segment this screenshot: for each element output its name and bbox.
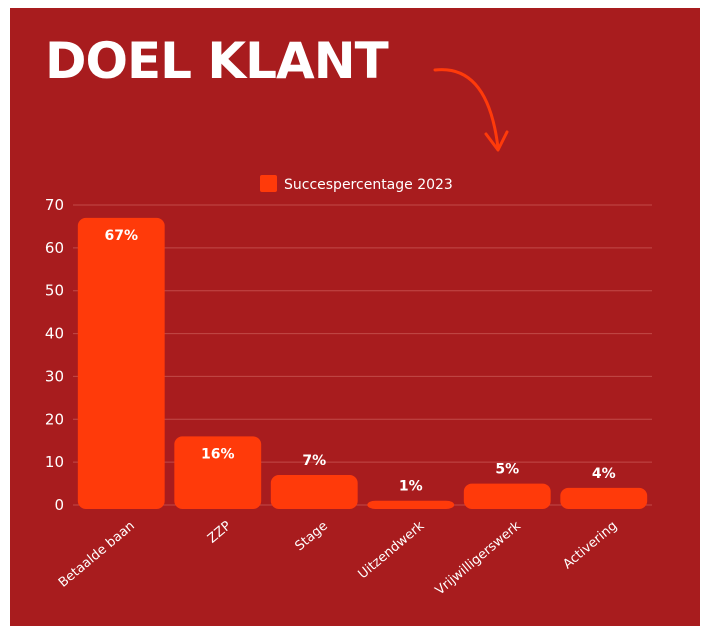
data-label: 7% [302, 453, 326, 469]
data-label: 5% [495, 462, 519, 478]
slide-title: DOEL KLANT [45, 32, 389, 90]
y-tick-label: 60 [45, 239, 64, 257]
y-tick-label: 20 [45, 410, 64, 428]
data-label: 1% [399, 479, 423, 495]
bar [77, 217, 165, 509]
y-tick-label: 50 [45, 282, 64, 300]
bar [174, 436, 262, 509]
y-tick-label: 30 [45, 367, 64, 385]
arrow-icon [433, 68, 500, 150]
y-tick-label: 10 [45, 453, 64, 471]
x-category-label: ZZP [205, 518, 234, 546]
legend-label: Succespercentage 2023 [284, 177, 453, 193]
data-label: 4% [592, 466, 616, 482]
bar [463, 483, 551, 509]
data-label: 16% [201, 446, 235, 462]
x-category-label: Activering [560, 519, 620, 573]
arrowhead-icon [484, 130, 509, 152]
bar-chart: 0 10 20 30 40 50 60 70 Succespercentage 2023 67… [45, 68, 652, 598]
slide-background: DOEL KLANT 0 10 20 30 40 50 60 70 Succespercent… [10, 8, 700, 626]
y-tick-label: 70 [45, 196, 64, 214]
x-category-label: Vrijwilligerswerk [433, 518, 525, 598]
legend-swatch [260, 175, 277, 192]
x-category-label: Stage [292, 519, 330, 555]
y-tick-label: 0 [54, 496, 64, 514]
x-category-label: Uitzendwerk [356, 518, 428, 582]
y-tick-label: 40 [45, 325, 64, 343]
bar [560, 487, 648, 509]
data-label: 67% [104, 228, 138, 244]
bar [270, 475, 358, 509]
x-category-label: Betaalde baan [56, 519, 138, 591]
bar [367, 500, 455, 509]
